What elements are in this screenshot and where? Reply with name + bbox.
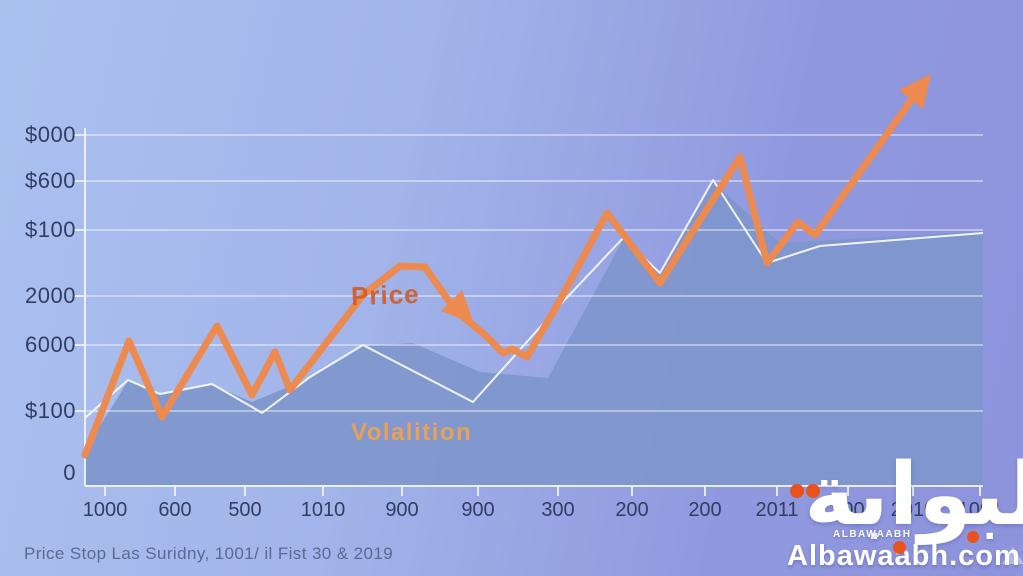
y-axis-label: 6000 xyxy=(25,332,76,357)
x-axis-label: 1000 xyxy=(82,499,128,521)
price-end-arrowhead-icon xyxy=(899,74,931,109)
watermark-dot-icon xyxy=(893,541,906,554)
y-axis-label: $100 xyxy=(25,398,76,423)
x-axis-label: 600 xyxy=(158,499,192,521)
x-axis-label: 2011 xyxy=(755,499,799,521)
x-axis-label: 900 xyxy=(385,499,419,521)
watermark-dot-icon xyxy=(806,484,820,498)
axis-ticks xyxy=(74,134,981,496)
x-axis-label: 1001 xyxy=(957,499,1003,521)
x-axis-label: 500 xyxy=(228,499,262,521)
y-axis-label: $100 xyxy=(25,217,76,242)
watermark-triangle-logo-icon xyxy=(1002,547,1023,564)
watermark-dot-icon xyxy=(967,531,979,543)
y-axis-label: $000 xyxy=(25,122,76,147)
chart-caption: Price Stop Las Suridny, 1001/ il Fist 30… xyxy=(24,544,394,563)
axes xyxy=(84,128,983,487)
x-axis-label: 200 xyxy=(688,499,722,521)
y-axis-label: 0 xyxy=(63,460,76,485)
volatility-line xyxy=(84,179,984,419)
price-line xyxy=(81,95,916,459)
x-axis-label: 200 xyxy=(615,499,649,521)
price-mid-arrowhead-icon xyxy=(441,290,474,324)
volatility-area xyxy=(85,182,983,485)
x-axis-label: 900 xyxy=(461,499,495,521)
x-axis-label: 900 xyxy=(831,499,865,521)
watermark-dot-icon xyxy=(790,484,804,498)
x-axis-label: 2010 xyxy=(890,499,936,521)
watermark-small-text: ALBAWAABH xyxy=(833,529,912,540)
volatility-series-label: Volalition xyxy=(351,419,473,446)
x-axis-label: 300 xyxy=(541,499,575,521)
x-axis-label: 1010 xyxy=(300,499,346,521)
price-series-label: Price xyxy=(350,278,421,312)
y-axis-label: 2000 xyxy=(25,283,76,308)
y-axis-label: $600 xyxy=(25,168,76,193)
watermark-arabic-text: البوابة xyxy=(804,445,1023,545)
